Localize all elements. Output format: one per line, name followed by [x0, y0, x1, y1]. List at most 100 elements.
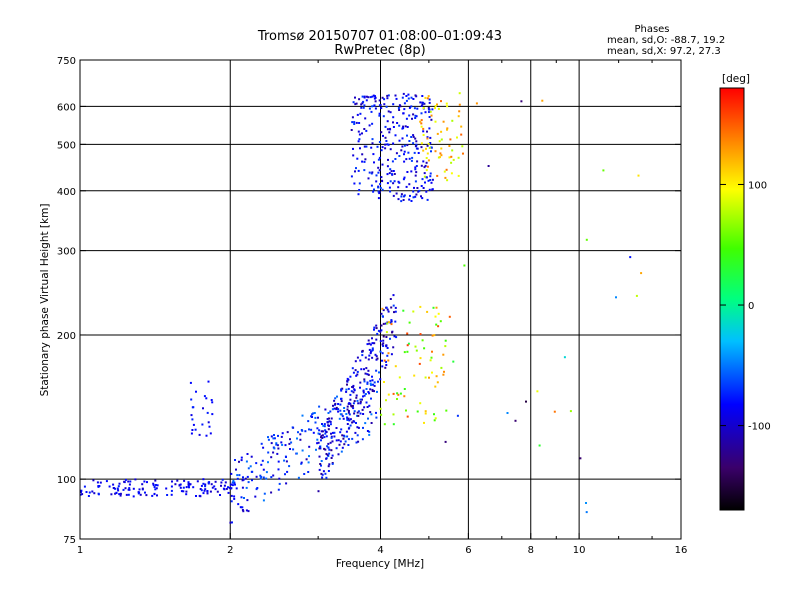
data-point [322, 424, 325, 427]
y-tick-label: 75 [63, 535, 76, 546]
data-point [230, 472, 233, 475]
data-point [210, 399, 213, 401]
data-point [395, 336, 398, 339]
data-point [366, 430, 369, 432]
data-point [280, 441, 283, 444]
data-point [392, 182, 395, 185]
data-point [400, 195, 403, 198]
data-point [110, 493, 113, 496]
data-point [407, 151, 410, 154]
data-point [420, 146, 423, 149]
data-point [387, 110, 390, 113]
data-point [296, 437, 298, 440]
data-point [114, 487, 117, 490]
data-point [398, 155, 401, 157]
data-point [267, 461, 269, 464]
data-point [417, 152, 420, 154]
data-point [386, 322, 389, 325]
data-point [373, 328, 375, 331]
data-point [412, 310, 415, 313]
data-point [423, 172, 426, 175]
data-point [365, 401, 368, 404]
data-point [354, 96, 356, 99]
data-point [259, 477, 262, 480]
data-point [153, 492, 156, 495]
data-point [377, 186, 380, 189]
data-point [450, 155, 453, 158]
data-point [242, 476, 244, 479]
data-point [428, 146, 431, 149]
data-point [356, 373, 359, 376]
data-point [369, 382, 372, 385]
data-point [374, 353, 377, 356]
data-point [202, 492, 205, 495]
data-point [334, 402, 337, 405]
data-point [117, 485, 120, 488]
data-point [389, 148, 392, 151]
data-point [446, 105, 449, 108]
data-point [349, 424, 352, 427]
data-point [371, 142, 374, 145]
data-point [375, 369, 378, 372]
data-point [442, 353, 445, 356]
data-point [320, 434, 323, 437]
data-point [444, 345, 447, 348]
data-point [434, 417, 437, 420]
data-point [450, 172, 453, 175]
x-tick-label: 6 [465, 545, 471, 556]
data-point [324, 408, 327, 411]
data-point [219, 494, 221, 496]
data-point [331, 462, 334, 465]
data-point [384, 136, 387, 139]
data-point [206, 492, 209, 495]
data-point [400, 149, 403, 152]
data-point [348, 413, 351, 416]
data-point [376, 145, 379, 148]
data-point [204, 488, 207, 491]
data-point [435, 323, 438, 326]
data-point [370, 172, 373, 175]
data-point [363, 96, 366, 99]
data-point [347, 387, 350, 390]
data-point [343, 443, 346, 446]
data-point [361, 95, 364, 98]
data-point [328, 452, 331, 455]
data-point [357, 130, 360, 133]
data-point [421, 95, 424, 97]
data-point [430, 146, 433, 149]
data-point [348, 402, 351, 405]
data-point [124, 487, 127, 490]
data-point [330, 435, 333, 438]
data-point [434, 105, 437, 107]
data-point [602, 169, 605, 172]
data-point [457, 156, 460, 159]
data-point [278, 482, 281, 485]
data-point [224, 481, 227, 484]
data-point [276, 444, 279, 447]
data-point [368, 348, 371, 351]
data-point [381, 96, 384, 99]
data-point [401, 145, 404, 148]
data-point [342, 434, 345, 437]
data-point [216, 490, 219, 493]
data-point [260, 442, 263, 445]
data-point [356, 113, 359, 116]
data-point [374, 95, 376, 98]
data-point [138, 488, 141, 491]
data-point [421, 103, 424, 106]
data-point [235, 468, 237, 471]
data-point [359, 412, 362, 415]
data-point [372, 383, 374, 386]
data-point [415, 115, 418, 118]
data-point [403, 388, 406, 390]
data-point [317, 432, 320, 435]
data-point [386, 347, 389, 349]
data-point [373, 161, 375, 164]
data-point [637, 174, 640, 177]
data-point [440, 138, 443, 141]
data-point [446, 179, 449, 182]
data-point [289, 438, 291, 441]
data-point [380, 413, 383, 416]
data-point [208, 481, 211, 484]
data-point [259, 474, 262, 477]
